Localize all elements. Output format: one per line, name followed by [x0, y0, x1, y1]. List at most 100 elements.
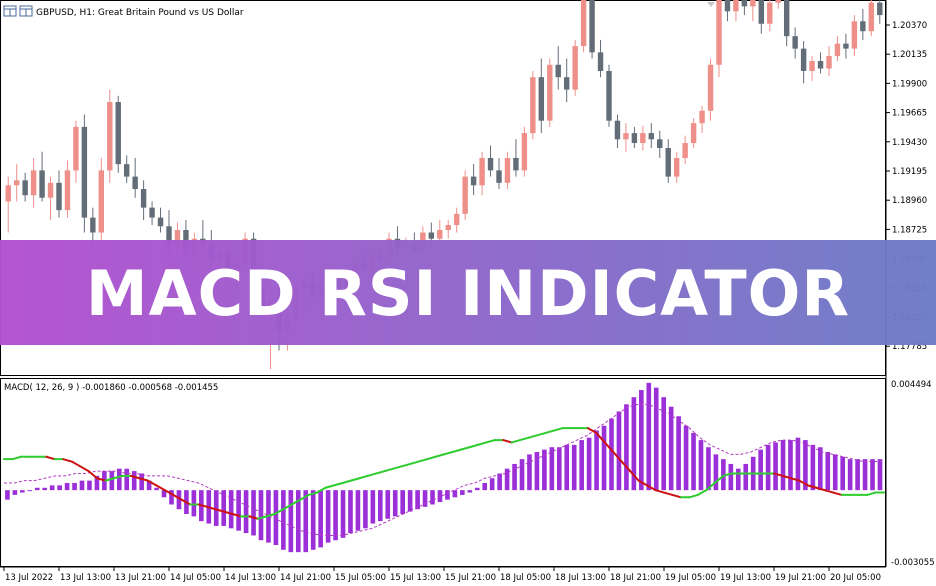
- macd-line-segment: [146, 479, 158, 487]
- macd-line-segment: [70, 460, 82, 468]
- candle: [665, 139, 671, 183]
- macd-line-segment: [823, 489, 835, 494]
- macd-histogram-bar: [288, 490, 294, 553]
- macd-histogram-bar: [825, 452, 831, 491]
- macd-line-segment: [459, 446, 471, 451]
- symbol-icon-2: [19, 5, 33, 17]
- macd-histogram-bar: [236, 490, 241, 531]
- macd-line-segment: [544, 429, 555, 434]
- macd-line-segment: [629, 470, 640, 482]
- macd-line-segment: [417, 458, 429, 463]
- macd-line-segment: [781, 474, 792, 480]
- time-label: 14 Jul 13:00: [225, 573, 276, 583]
- candle: [453, 207, 460, 233]
- macd-line-segment: [11, 455, 22, 461]
- macd-line-segment: [409, 460, 420, 465]
- time-label: 13 Jul 21:00: [115, 573, 166, 583]
- macd-line-segment: [443, 451, 454, 456]
- time-label: 15 Jul 05:00: [335, 573, 386, 583]
- macd-line-segment: [45, 455, 56, 461]
- price-label: 1.19195: [892, 167, 927, 177]
- candle: [73, 120, 79, 183]
- banner-title: MACD RSI INDICATOR: [86, 257, 850, 330]
- macd-histogram-bar: [79, 480, 85, 491]
- macd-histogram-bar: [706, 447, 711, 491]
- macd-histogram-bar: [348, 490, 353, 534]
- macd-line-segment: [519, 436, 530, 442]
- candle: [843, 33, 849, 59]
- macd-histogram-bar: [392, 490, 398, 517]
- time-label: 18 Jul 13:00: [555, 573, 606, 583]
- macd-line-segment: [163, 489, 175, 496]
- macd-histogram-bar: [445, 490, 450, 500]
- macd-line-segment: [273, 508, 285, 516]
- macd-histogram-bar: [504, 468, 510, 491]
- price-label: 1.19900: [892, 79, 927, 89]
- macd-line-segment: [324, 484, 335, 489]
- candle: [530, 70, 536, 140]
- candle: [851, 15, 858, 57]
- candle: [30, 157, 37, 208]
- macd-histogram-bar: [251, 490, 256, 536]
- macd-line-segment: [96, 477, 107, 482]
- macd-histogram-bar: [400, 490, 405, 515]
- macd-histogram-bar: [765, 444, 771, 491]
- macd-line-segment: [197, 503, 209, 508]
- macd-histogram-bar: [258, 490, 264, 541]
- candle: [496, 157, 502, 190]
- macd-histogram-bar: [430, 490, 435, 505]
- candle: [800, 41, 807, 84]
- candle: [631, 126, 638, 149]
- macd-histogram-bar: [482, 483, 488, 491]
- candle: [81, 114, 88, 233]
- macd-line-segment: [316, 486, 327, 494]
- macd-line-segment: [866, 491, 877, 496]
- candle: [513, 139, 519, 177]
- title-banner: [0, 240, 936, 345]
- macd-histogram-bar: [743, 463, 749, 491]
- macd-line-segment: [155, 484, 166, 492]
- candle: [775, 0, 781, 9]
- macd-line-segment: [451, 448, 462, 454]
- macd-histogram-bar: [691, 432, 696, 491]
- macd-histogram-bar: [273, 490, 279, 545]
- candle: [707, 58, 714, 121]
- macd-histogram-bar: [527, 454, 532, 491]
- macd-line-segment: [104, 477, 115, 482]
- candle: [589, 0, 595, 59]
- macd-line-segment: [603, 441, 615, 454]
- macd-histogram-bar: [452, 490, 458, 498]
- macd-line-segment: [434, 453, 445, 458]
- macd-histogram-bar: [20, 490, 25, 493]
- candle: [555, 46, 561, 90]
- candle: [132, 157, 138, 198]
- candle: [783, 0, 790, 47]
- macd-histogram-bar: [154, 487, 159, 491]
- macd-line-segment: [832, 491, 843, 496]
- macd-line-segment: [129, 474, 141, 480]
- macd-histogram-bar: [87, 480, 92, 491]
- macd-histogram-bar: [661, 397, 667, 491]
- macd-line-segment: [231, 513, 242, 518]
- macd-line-segment: [248, 515, 259, 520]
- macd-line-segment: [536, 431, 547, 437]
- chart-shift-marker-icon[interactable]: [707, 2, 715, 7]
- macd-histogram-bar: [27, 490, 33, 492]
- macd-lines-layer: [3, 403, 885, 536]
- macd-histogram-bar: [474, 487, 480, 491]
- macd-histogram-bar: [72, 483, 77, 491]
- macd-histogram-bar: [586, 437, 592, 491]
- candle: [809, 56, 815, 81]
- macd-histogram-bar: [370, 490, 376, 524]
- time-label: 14 Jul 05:00: [170, 573, 221, 583]
- macd-histogram-bar: [49, 485, 55, 491]
- macd-histogram-bar: [124, 468, 130, 491]
- macd-histogram-bar: [460, 490, 465, 495]
- symbol-icon: [3, 5, 17, 17]
- macd-histogram-bar: [489, 478, 495, 491]
- time-label: 19 Jul 13:00: [720, 573, 771, 583]
- time-label: 20 Jul 05:00: [830, 573, 881, 583]
- time-label: 15 Jul 21:00: [445, 573, 496, 583]
